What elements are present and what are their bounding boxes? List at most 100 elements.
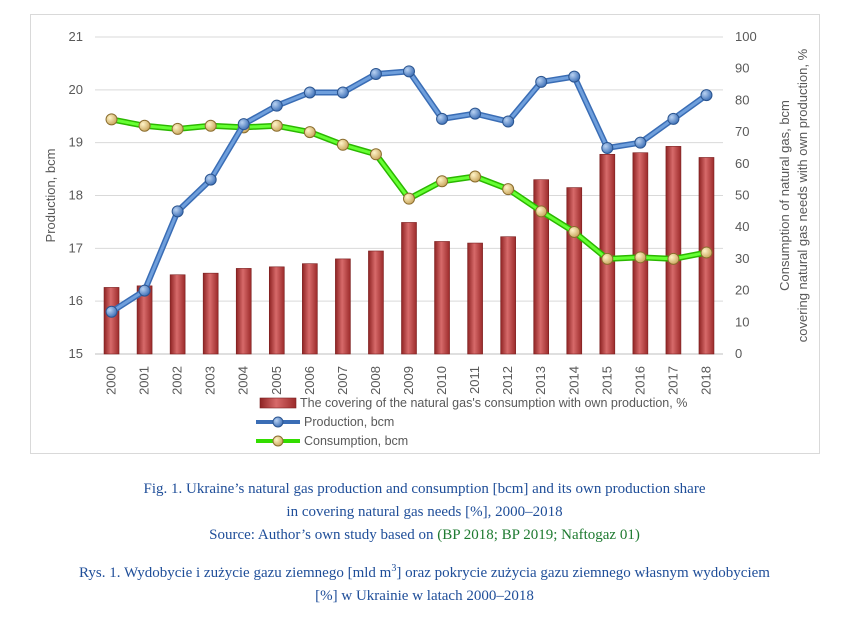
left-tick-label: 17 — [69, 240, 83, 255]
bar — [467, 242, 483, 355]
consumption-point — [568, 225, 581, 238]
consumption-point — [700, 246, 713, 259]
left-tick-label: 18 — [69, 188, 83, 203]
production-point — [634, 136, 647, 149]
x-tick-label: 2004 — [236, 366, 251, 395]
caption-pl-line1-a: Rys. 1. Wydobycie i zużycie gazu ziemneg… — [79, 565, 392, 581]
consumption-point — [105, 113, 118, 126]
right-axis-title-line2: covering natural gas needs with own prod… — [795, 48, 810, 342]
production-point — [568, 70, 581, 83]
bar — [533, 179, 550, 355]
consumption-point — [667, 252, 680, 265]
right-tick-label: 10 — [735, 314, 749, 329]
consumption-point — [270, 119, 283, 132]
figure-caption-en: Fig. 1. Ukraine’s natural gas production… — [0, 478, 849, 547]
x-tick-label: 2014 — [566, 366, 581, 395]
production-point — [303, 86, 316, 99]
consumption-point — [403, 192, 415, 205]
bar — [235, 268, 252, 355]
bar — [202, 272, 219, 355]
legend-label-bars: The covering of the natural gas's consum… — [300, 396, 687, 410]
bar — [434, 241, 450, 355]
left-axis-title: Production, bcm — [43, 149, 58, 243]
consumption-point — [634, 251, 647, 264]
production-point — [138, 284, 151, 297]
consumption-point — [601, 252, 614, 265]
x-tick-label: 2001 — [137, 366, 152, 395]
consumption-point — [138, 119, 151, 132]
caption-pl-line2: [%] w Ukrainie w latach 2000–2018 — [315, 588, 534, 604]
production-point — [535, 75, 548, 88]
caption-pl-superscript: 3 — [391, 563, 397, 574]
production-point — [700, 89, 713, 102]
bar — [335, 258, 351, 355]
x-tick-label: 2012 — [500, 366, 515, 395]
bar — [500, 236, 516, 355]
right-tick-label: 20 — [735, 283, 749, 298]
bar — [169, 274, 186, 355]
x-tick-label: 2009 — [401, 366, 416, 395]
right-tick-label: 80 — [735, 92, 749, 107]
x-tick-label: 2011 — [467, 366, 482, 394]
caption-en-line1: Fig. 1. Ukraine’s natural gas production… — [143, 481, 706, 497]
left-tick-label: 19 — [69, 135, 83, 150]
consumption-point — [502, 183, 515, 196]
production-point — [436, 112, 449, 125]
x-tick-label: 2013 — [533, 366, 548, 395]
production-point — [403, 65, 415, 78]
right-tick-label: 60 — [735, 156, 749, 171]
right-tick-label: 0 — [735, 346, 742, 361]
x-tick-label: 2018 — [698, 366, 713, 395]
production-point — [204, 173, 217, 186]
left-tick-label: 15 — [69, 346, 83, 361]
x-tick-label: 2002 — [170, 366, 185, 395]
x-tick-label: 2007 — [335, 366, 350, 395]
x-tick-label: 2017 — [665, 366, 680, 395]
production-point — [369, 67, 382, 80]
caption-pl-line1-b: ] oraz pokrycie zużycia gazu ziemnego wł… — [396, 565, 770, 581]
consumption-point — [469, 170, 482, 183]
consumption-point — [303, 126, 316, 139]
consumption-point — [336, 138, 349, 151]
right-tick-label: 70 — [735, 124, 749, 139]
right-tick-label: 30 — [735, 251, 749, 266]
consumption-point — [171, 122, 184, 135]
production-point — [270, 99, 283, 112]
right-axis-title-line1: Consumption of natural gas, bcm — [777, 100, 792, 291]
production-point — [469, 107, 482, 120]
consumption-point — [204, 119, 217, 132]
bar — [401, 222, 417, 355]
figure-caption-pl: Rys. 1. Wydobycie i zużycie gazu ziemneg… — [0, 562, 849, 608]
legend-swatch-production-dot — [272, 416, 284, 428]
left-tick-label: 20 — [69, 82, 83, 97]
caption-en-source: Source: Author’s own study based on (BP … — [0, 524, 849, 547]
x-tick-label: 2015 — [599, 366, 614, 395]
legend-label-consumption: Consumption, bcm — [304, 434, 408, 448]
x-tick-label: 2003 — [203, 366, 218, 395]
x-tick-label: 2016 — [632, 366, 647, 395]
production-point — [601, 141, 614, 154]
combo-chart: 15 16 17 18 19 20 21 0 10 20 30 40 50 60 70 80 90 100 2000… — [43, 29, 810, 448]
production-point — [237, 118, 250, 131]
x-tick-label: 2006 — [302, 366, 317, 395]
right-tick-label: 50 — [735, 188, 749, 203]
consumption-point — [436, 175, 449, 188]
bar — [302, 263, 318, 355]
bar — [103, 287, 120, 355]
right-tick-label: 90 — [735, 61, 749, 76]
production-point — [171, 205, 184, 218]
source-prefix: Source: Author’s own study based on — [209, 527, 438, 543]
right-tick-label: 100 — [735, 29, 757, 44]
bar — [368, 250, 384, 355]
caption-pl-line1: Rys. 1. Wydobycie i zużycie gazu ziemneg… — [0, 562, 849, 585]
consumption-point — [369, 148, 382, 161]
production-point — [502, 115, 515, 128]
left-tick-label: 21 — [69, 29, 83, 44]
bar — [566, 187, 583, 355]
x-tick-label: 2005 — [269, 366, 284, 395]
production-point — [336, 86, 349, 99]
source-citation: (BP 2018; BP 2019; Naftogaz 01) — [437, 527, 640, 543]
legend-label-production: Production, bcm — [304, 415, 394, 429]
legend-swatch-bars — [259, 397, 297, 409]
chart-frame: 15 16 17 18 19 20 21 0 10 20 30 40 50 60 70 80 90 100 2000… — [30, 14, 820, 454]
